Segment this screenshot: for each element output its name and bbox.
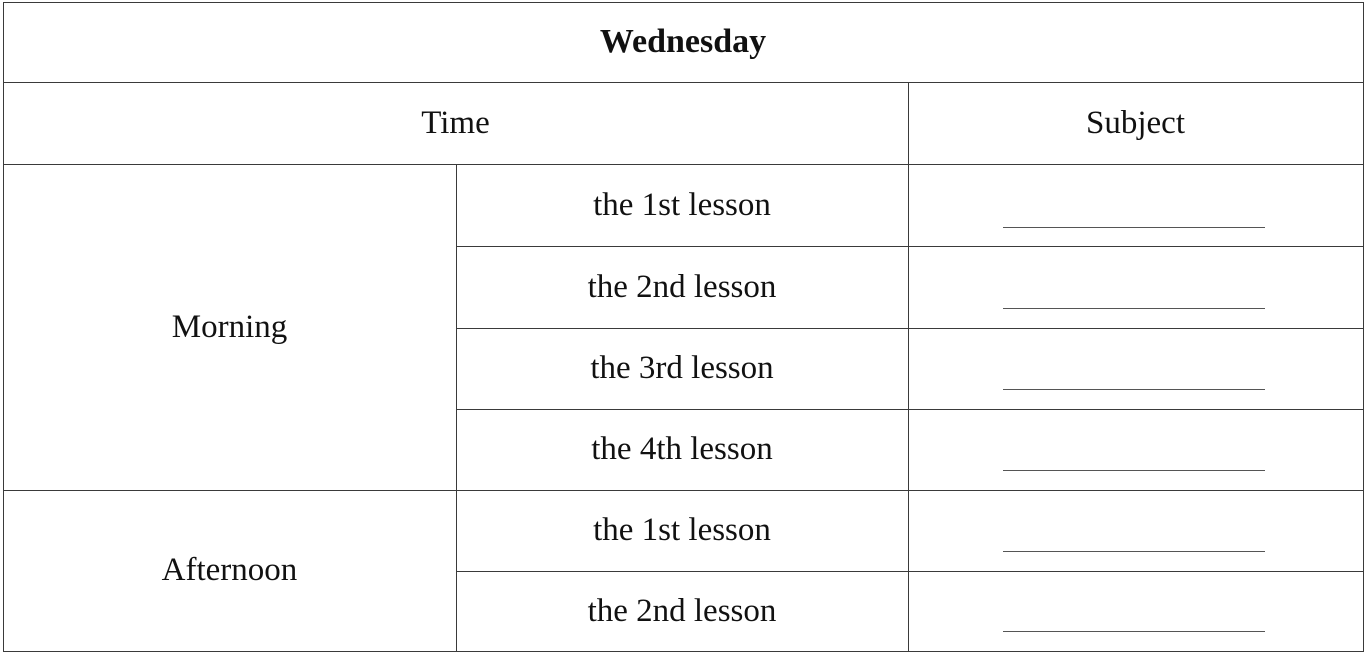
period-morning: Morning	[171, 308, 288, 345]
border-right	[1363, 2, 1364, 652]
border-bottom	[3, 651, 1363, 652]
lesson-label: the 1st lesson	[593, 512, 771, 548]
subject-blank-line[interactable]	[1003, 389, 1265, 390]
lesson-label: the 1st lesson	[593, 186, 771, 223]
divider	[908, 82, 909, 652]
divider	[3, 82, 1363, 83]
divider	[456, 409, 1363, 410]
divider	[456, 164, 457, 652]
lesson-label: the 3rd lesson	[590, 350, 774, 386]
border-left	[3, 2, 4, 652]
subject-blank-line[interactable]	[1003, 631, 1265, 632]
lesson-label: the 4th lesson	[591, 431, 773, 467]
period-afternoon: Afternoon	[161, 552, 298, 588]
header-subject: Subject	[1086, 104, 1185, 141]
subject-blank-line[interactable]	[1003, 470, 1265, 471]
divider	[3, 164, 1363, 165]
divider	[456, 571, 1363, 572]
divider	[3, 490, 1363, 491]
lesson-label: the 2nd lesson	[587, 268, 777, 305]
divider	[456, 246, 1363, 247]
table-title: Wednesday	[599, 23, 767, 60]
border-top	[3, 2, 1363, 3]
divider	[456, 328, 1363, 329]
subject-blank-line[interactable]	[1003, 308, 1265, 309]
header-time: Time	[421, 104, 490, 141]
lesson-label: the 2nd lesson	[587, 592, 777, 629]
subject-blank-line[interactable]	[1003, 551, 1265, 552]
subject-blank-line[interactable]	[1003, 227, 1265, 228]
